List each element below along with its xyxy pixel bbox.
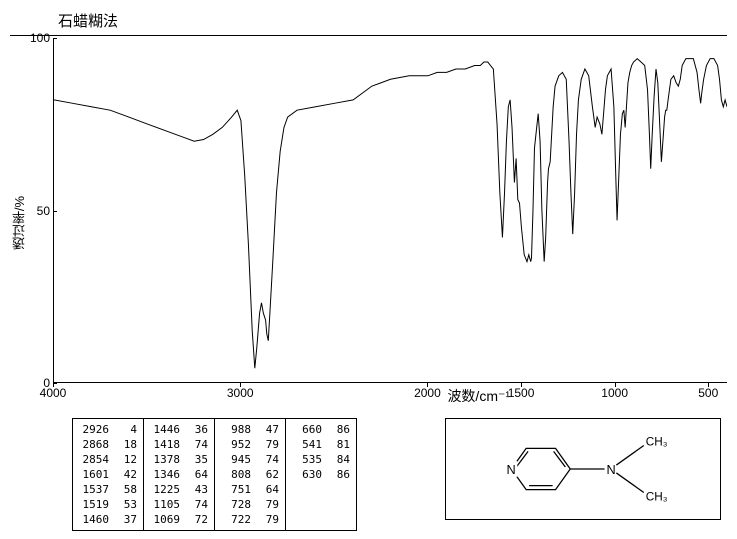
peak-table-column: 66086541815358463086 [286,419,356,530]
molecule-structure: N N CH₃ CH₃ [446,419,720,519]
x-tick-label: 3000 [227,386,254,400]
peak-row: 80862 [221,467,279,482]
peak-row: 53584 [292,452,350,467]
peak-row: 72279 [221,512,279,527]
y-axis-label: 透过率/% [10,196,29,250]
peak-row: 134664 [150,467,208,482]
x-tick-label: 1000 [601,386,628,400]
divider [10,35,727,36]
y-tick-label: 100 [30,31,50,45]
peak-row: 151953 [79,497,137,512]
x-tick-label: 4000 [40,386,67,400]
peak-table-column: 1446361418741378351346641225431105741069… [144,419,215,530]
plot-area: 透过率/% 050100 40003000200015001000500 波数/… [10,38,727,408]
x-tick-label: 2000 [414,386,441,400]
methyl-top: CH₃ [646,435,668,448]
methyl-bot: CH₃ [646,490,668,503]
peak-row: 72879 [221,497,279,512]
chart-title: 石蜡糊法 [58,10,727,31]
peak-row: 75164 [221,482,279,497]
peak-table-column: 2926428681828541216014215375815195314603… [73,419,144,530]
structure-box: N N CH₃ CH₃ [445,418,721,520]
peak-row: 141874 [150,437,208,452]
peak-row: 54181 [292,437,350,452]
peak-row: 94574 [221,452,279,467]
x-axis-label: 波数/cm⁻¹ [447,386,510,406]
peak-row: 285412 [79,452,137,467]
plot-frame [53,38,727,383]
peak-row: 98847 [221,422,279,437]
amine-nitrogen: N [607,462,616,477]
peak-table: 2926428681828541216014215375815195314603… [72,418,357,531]
peak-row: 106972 [150,512,208,527]
peak-row: 137835 [150,452,208,467]
peak-row: 63086 [292,467,350,482]
x-tick-label: 500 [698,386,718,400]
peak-row: 29264 [79,422,137,437]
peak-row: 95279 [221,437,279,452]
peak-row: 160142 [79,467,137,482]
peak-row: 122543 [150,482,208,497]
peak-row: 110574 [150,497,208,512]
spectrum-line [54,38,727,382]
peak-row: 146037 [79,512,137,527]
peak-table-column: 98847952799457480862751647287972279 [215,419,286,530]
x-tick-label: 1500 [508,386,535,400]
peak-row: 66086 [292,422,350,437]
peak-row: 144636 [150,422,208,437]
ir-spectrum-container: 石蜡糊法 透过率/% 050100 4000300020001500100050… [10,10,727,528]
bottom-row: 2926428681828541216014215375815195314603… [10,418,727,528]
y-tick-label: 50 [30,204,50,218]
peak-row: 286818 [79,437,137,452]
ring-nitrogen: N [507,462,516,477]
peak-row: 153758 [79,482,137,497]
